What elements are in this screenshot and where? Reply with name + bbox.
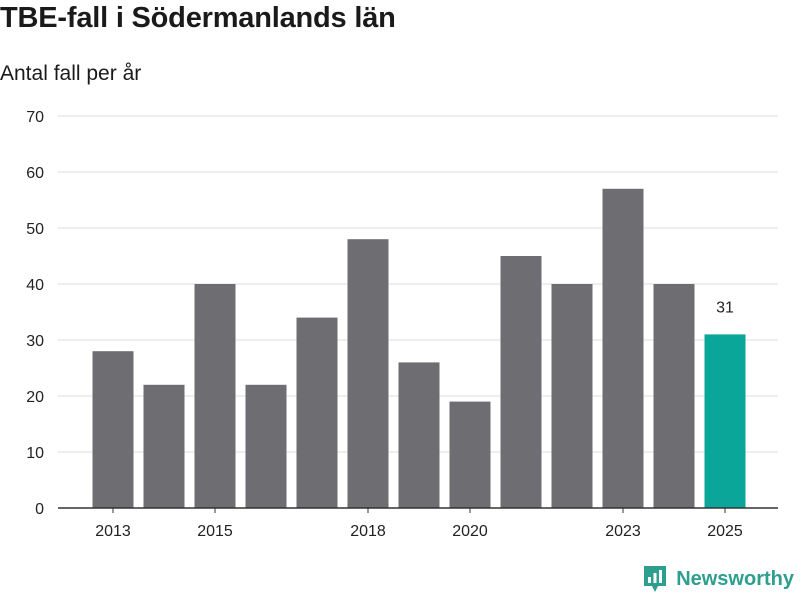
y-tick-label-20: 20 [26, 389, 44, 406]
bar-2014 [143, 384, 185, 508]
y-tick-label-50: 50 [26, 221, 44, 238]
chart-title: TBE-fall i Södermanlands län [0, 2, 396, 34]
y-tick-label-0: 0 [35, 501, 44, 518]
x-axis-ticks: 2013 2015 2018 2020 2023 2025 [95, 508, 743, 540]
newsworthy-logo-icon [644, 566, 667, 592]
x-tick-label-2020: 2020 [452, 523, 488, 540]
bars [92, 188, 746, 509]
bar-2015 [194, 284, 236, 508]
bar-2016 [245, 384, 287, 508]
chart-subtitle: Antal fall per år [0, 62, 142, 85]
x-tick-label-2015: 2015 [197, 523, 233, 540]
bar-2020 [449, 401, 491, 508]
bar-2017 [296, 317, 338, 508]
bar-2021 [500, 256, 542, 508]
y-tick-label-10: 10 [26, 445, 44, 462]
bar-2022 [551, 284, 593, 508]
bar-2024 [653, 284, 695, 508]
x-tick-label-2025: 2025 [707, 523, 743, 540]
x-tick-label-2023: 2023 [605, 523, 641, 540]
x-tick-label-2018: 2018 [350, 523, 386, 540]
x-tick-label-2013: 2013 [95, 523, 131, 540]
data-label-2025: 31 [716, 299, 734, 316]
y-tick-label-60: 60 [26, 165, 44, 182]
newsworthy-logo[interactable]: Newsworthy [642, 564, 794, 594]
y-tick-label-40: 40 [26, 277, 44, 294]
bar-2025 [704, 334, 746, 508]
bar-2013 [92, 351, 134, 508]
y-axis-tick-labels: 0 10 20 30 40 50 60 70 [26, 109, 44, 518]
bar-2018 [347, 239, 389, 508]
y-tick-label-70: 70 [26, 109, 44, 126]
bar-2023 [602, 188, 644, 509]
data-labels: 31 [716, 299, 734, 316]
bar-2019 [398, 362, 440, 508]
newsworthy-logo-text: Newsworthy [676, 567, 794, 590]
y-tick-label-30: 30 [26, 333, 44, 350]
